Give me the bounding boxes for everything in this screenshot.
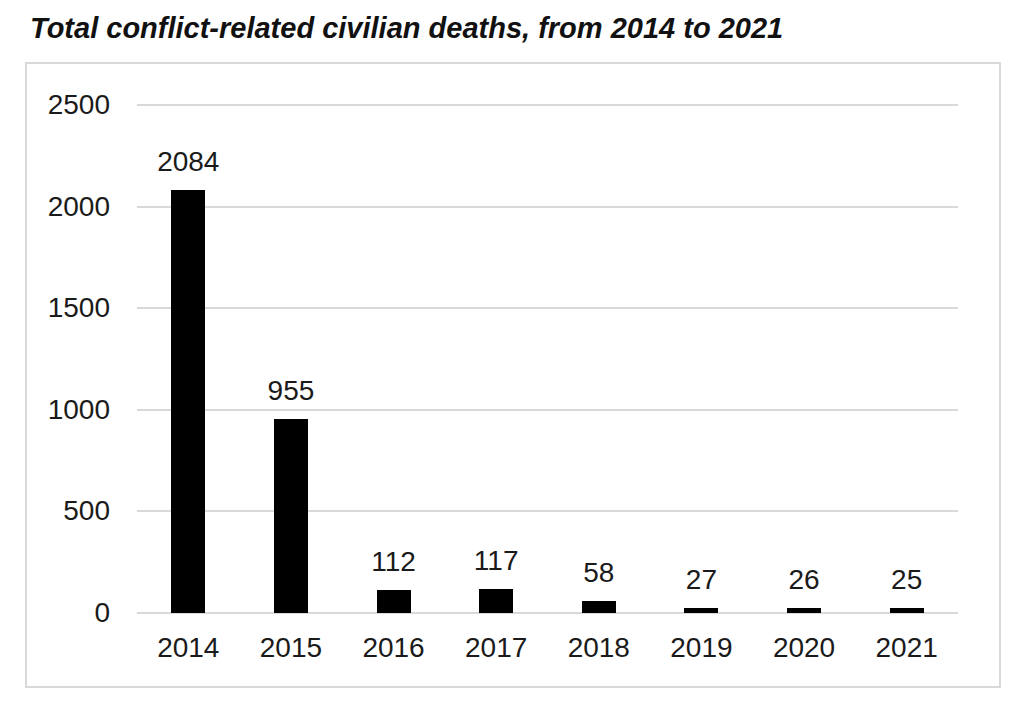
bar [684,608,718,613]
bar [890,608,924,613]
bar-value-label: 2084 [128,148,248,176]
gridline [137,307,958,309]
x-tick-label: 2021 [855,633,959,663]
bar [274,419,308,613]
x-tick-label: 2018 [547,633,651,663]
gridline [137,206,958,208]
y-tick-label: 1000 [27,395,110,425]
bar-value-label: 955 [231,377,351,405]
y-tick-label: 2500 [27,90,110,120]
x-tick-label: 2017 [444,633,548,663]
bar [377,590,411,613]
y-tick-label: 500 [27,496,110,526]
plot-area: 2084201495520151122016117201758201827201… [137,105,958,613]
gridline [137,104,958,106]
bar [582,601,616,613]
x-tick-label: 2019 [649,633,753,663]
y-tick-label: 2000 [27,192,110,222]
chart-title: Total conflict-related civilian deaths, … [30,12,783,45]
bar [787,608,821,613]
gridline [137,409,958,411]
plot-frame: 2084201495520151122016117201758201827201… [25,62,1001,688]
bar-value-label: 25 [847,566,967,594]
gridline [137,510,958,512]
x-axis-baseline [137,612,958,614]
x-tick-label: 2015 [239,633,343,663]
y-tick-label: 1500 [27,293,110,323]
bar [479,589,513,613]
x-tick-label: 2014 [136,633,240,663]
bar [171,190,205,613]
y-tick-label: 0 [27,598,110,628]
x-tick-label: 2020 [752,633,856,663]
x-tick-label: 2016 [342,633,446,663]
chart-figure: Total conflict-related civilian deaths, … [0,0,1023,709]
